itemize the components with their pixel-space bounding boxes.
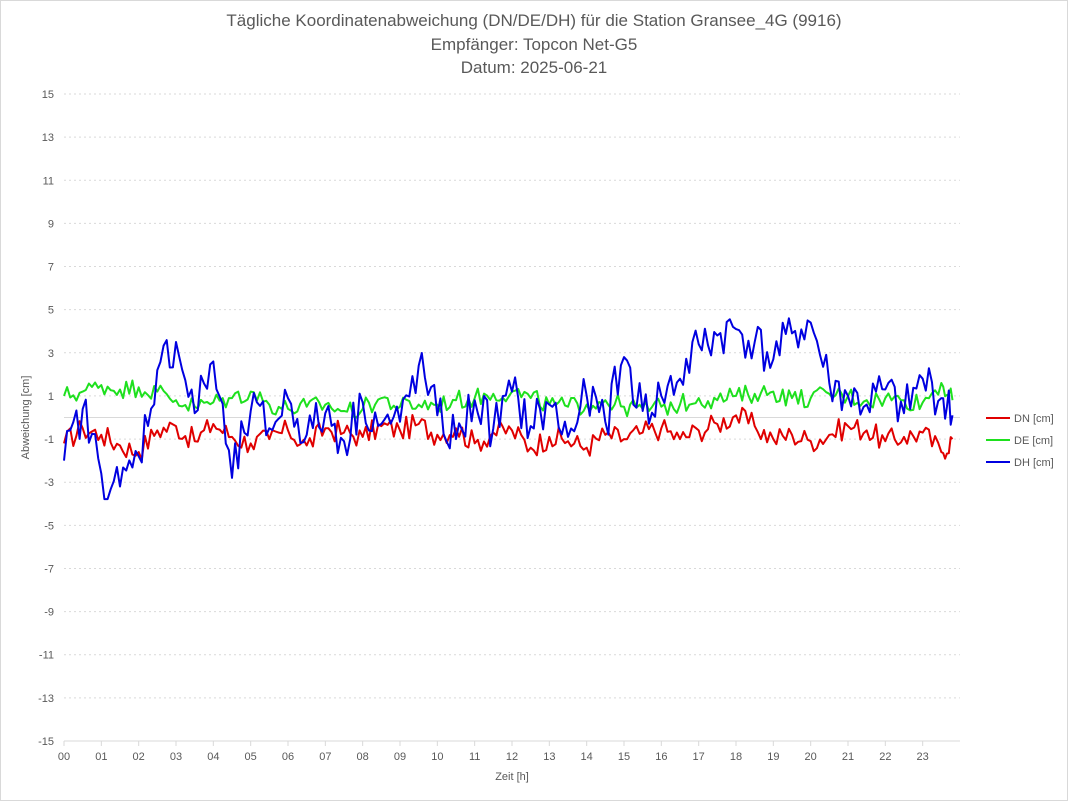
y-tick-label: 9 xyxy=(48,218,54,230)
y-tick-label: -7 xyxy=(44,563,54,575)
chart-subtitle: Empfänger: Topcon Net-G5 xyxy=(430,35,638,54)
x-tick-label: 01 xyxy=(95,751,107,763)
x-tick-label: 10 xyxy=(431,751,443,763)
x-tick-label: 20 xyxy=(805,751,817,763)
legend-label: DN [cm] xyxy=(1014,413,1054,425)
x-tick-label: 12 xyxy=(506,751,518,763)
y-tick-label: 11 xyxy=(43,175,54,187)
x-tick-label: 19 xyxy=(767,751,779,763)
x-tick-label: 16 xyxy=(655,751,667,763)
x-tick-label: 06 xyxy=(282,751,294,763)
x-tick-label: 22 xyxy=(879,751,891,763)
x-axis-title: Zeit [h] xyxy=(495,771,529,783)
x-tick-label: 17 xyxy=(693,751,705,763)
y-tick-label: 5 xyxy=(48,305,54,317)
legend-label: DH [cm] xyxy=(1014,457,1054,469)
x-tick-label: 15 xyxy=(618,751,630,763)
y-tick-label: -11 xyxy=(39,650,54,662)
series-line-dn xyxy=(63,406,954,461)
series-layer xyxy=(63,317,954,501)
x-tick-label: 03 xyxy=(170,751,182,763)
series-line-dh xyxy=(63,317,954,501)
chart-date: Datum: 2025-06-21 xyxy=(460,58,608,77)
x-tick-label: 00 xyxy=(58,751,70,763)
y-tick-label: -1 xyxy=(44,434,54,446)
grid-layer xyxy=(64,93,960,742)
x-tick-label: 23 xyxy=(917,751,929,763)
y-tick-label: -9 xyxy=(44,607,54,619)
y-tick-label: 13 xyxy=(42,132,54,144)
legend-label: DE [cm] xyxy=(1014,435,1053,447)
chart-title: Tägliche Koordinatenabweichung (DN/DE/DH… xyxy=(226,11,842,30)
x-tick-label: 18 xyxy=(730,751,742,763)
y-tick-label: -13 xyxy=(38,693,54,705)
x-tick-label: 21 xyxy=(842,751,854,763)
x-tick-label: 13 xyxy=(543,751,555,763)
x-tick-label: 09 xyxy=(394,751,406,763)
x-tick-label: 04 xyxy=(207,751,219,763)
x-tick-label: 02 xyxy=(133,751,145,763)
y-tick-label: 3 xyxy=(48,348,54,360)
x-tick-label: 08 xyxy=(357,751,369,763)
y-tick-label: 7 xyxy=(48,262,54,274)
legend: DN [cm] DE [cm] DH [cm] xyxy=(986,413,1054,469)
y-axis-ticks: 15 13 11 9 7 5 3 1 -1 -3 -5 -7 -9 -11 -13 -15 xyxy=(38,89,54,748)
y-tick-label: -3 xyxy=(44,477,54,489)
y-axis-title: Abweichung [cm] xyxy=(20,376,32,460)
y-tick-label: -15 xyxy=(38,736,54,748)
x-tick-label: 14 xyxy=(581,751,593,763)
x-tick-label: 11 xyxy=(469,751,480,763)
y-tick-label: 15 xyxy=(42,89,54,101)
x-tick-label: 07 xyxy=(319,751,331,763)
x-axis-ticks: 00 01 02 03 04 05 06 07 08 09 10 11 12 13 14 15 16 17 18 19… xyxy=(58,741,929,763)
y-tick-label: -5 xyxy=(44,520,54,532)
x-tick-label: 05 xyxy=(245,751,257,763)
y-tick-label: 1 xyxy=(48,391,54,403)
